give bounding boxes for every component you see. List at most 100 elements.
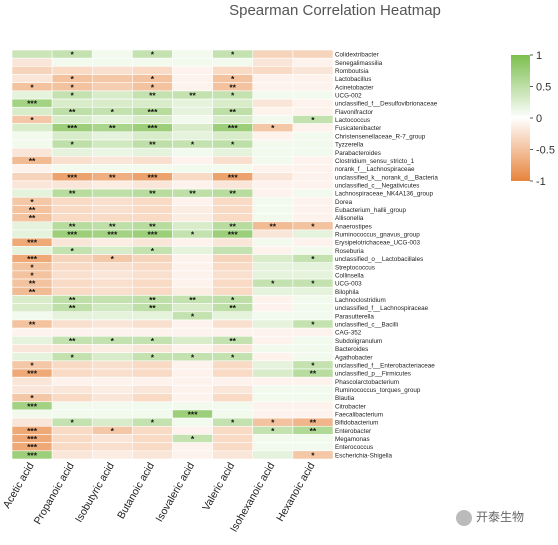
significance-marker: * [311,221,315,231]
heatmap-cell [91,450,133,460]
heatmap-cell [212,376,254,386]
significance-marker: *** [27,426,38,436]
heatmap-cell [51,156,93,165]
heatmap-cell [51,205,93,214]
heatmap-cell [132,425,173,435]
heatmap-cell [11,123,53,133]
heatmap-cell [252,180,294,190]
heatmap-cell [132,376,173,386]
significance-marker: *** [67,172,78,182]
heatmap-cell [172,327,213,337]
heatmap-cell [292,156,334,165]
significance-marker: ** [29,279,36,289]
row-label: Phascolarctobacterium [335,379,399,386]
heatmap-cell [91,344,133,353]
row-label: Parasutterella [335,313,374,320]
heatmap-cell [172,237,213,247]
heatmap-cell [11,327,53,337]
heatmap-cell [252,49,294,59]
heatmap-cell [11,303,53,313]
significance-marker: ** [149,221,156,231]
significance-marker: ** [29,205,36,215]
heatmap-cell [212,156,254,165]
significance-marker: ** [149,295,156,305]
significance-marker: * [111,254,115,264]
row-label: Lachnospiraceae_NK4A136_group [335,191,434,198]
significance-marker: *** [107,230,118,240]
heatmap-cell [91,82,133,92]
significance-marker: *** [27,99,38,109]
row-label: unclassified_p__Firmicutes [335,371,411,378]
significance-marker: * [231,90,235,100]
colorbar: 1 0.5 0 -0.5 -1 [511,50,555,188]
heatmap-cell [172,106,213,116]
significance-marker: *** [27,450,38,460]
column-label: Valeric acid [200,460,237,512]
significance-marker: * [151,246,155,256]
heatmap-cell [172,115,213,124]
row-label: Escherichia-Shigella [335,452,393,459]
significance-marker: ** [229,107,236,117]
heatmap-cell [292,90,334,100]
heatmap-cell [11,139,53,149]
heatmap-cell [252,319,294,329]
row-label: unclassified_f__Desulfovibrionaceae [335,101,438,108]
significance-marker: * [151,74,155,84]
heatmap-cell [212,205,254,214]
significance-marker: *** [27,254,38,264]
significance-marker: *** [228,230,239,240]
significance-marker: * [231,295,235,305]
row-label: Eubacterium_hallii_group [335,207,407,214]
heatmap-cell [252,385,294,394]
heatmap-cell [11,335,53,345]
colorbar-tick-label: 1 [536,50,542,62]
significance-marker: * [231,50,235,60]
significance-marker: * [311,115,315,125]
column-label: Butanoic acid [115,460,157,521]
heatmap-cell [51,360,93,370]
significance-marker: * [30,360,34,370]
row-label: Tyzzerella [335,142,364,149]
heatmap-cell [172,246,213,255]
heatmap-cell [51,278,93,288]
colorbar-tick-label: -0.5 [536,145,555,157]
heatmap-cell [172,123,213,133]
significance-marker: ** [310,426,317,436]
heatmap-cell [292,344,334,353]
heatmap-cell [252,246,294,255]
heatmap-cell [91,319,133,329]
significance-marker: * [151,50,155,60]
significance-marker: * [71,74,75,84]
heatmap-cell [91,368,133,378]
significance-marker: *** [147,230,158,240]
heatmap-cell [212,57,254,67]
significance-marker: * [30,393,34,403]
heatmap-cell [91,147,133,157]
heatmap-cell [172,270,213,280]
row-label: Faecalibacterium [335,412,383,419]
heatmap-cell [51,401,93,411]
heatmap-cell [91,74,133,84]
row-label: norank_f__Lachnospiraceae [335,166,415,173]
heatmap-cell [212,270,254,280]
heatmap-cell [292,147,334,157]
heatmap-cell [172,98,213,108]
significance-marker: * [30,82,34,92]
heatmap-cell [91,180,133,190]
significance-marker: * [311,450,315,460]
row-label: Lactococcus [335,117,370,124]
heatmap-cell [51,450,93,460]
significance-marker: * [111,336,115,346]
heatmap-cell [51,196,93,206]
heatmap-cell [51,262,93,272]
heatmap-cell [252,82,294,92]
heatmap-cell [292,237,334,247]
significance-marker: *** [27,238,38,248]
heatmap-cell [91,49,133,59]
significance-marker: ** [29,156,36,166]
heatmap-cell [252,57,294,67]
heatmap-cell [51,393,93,403]
heatmap-cell [292,229,334,239]
heatmap-cell [292,180,334,190]
